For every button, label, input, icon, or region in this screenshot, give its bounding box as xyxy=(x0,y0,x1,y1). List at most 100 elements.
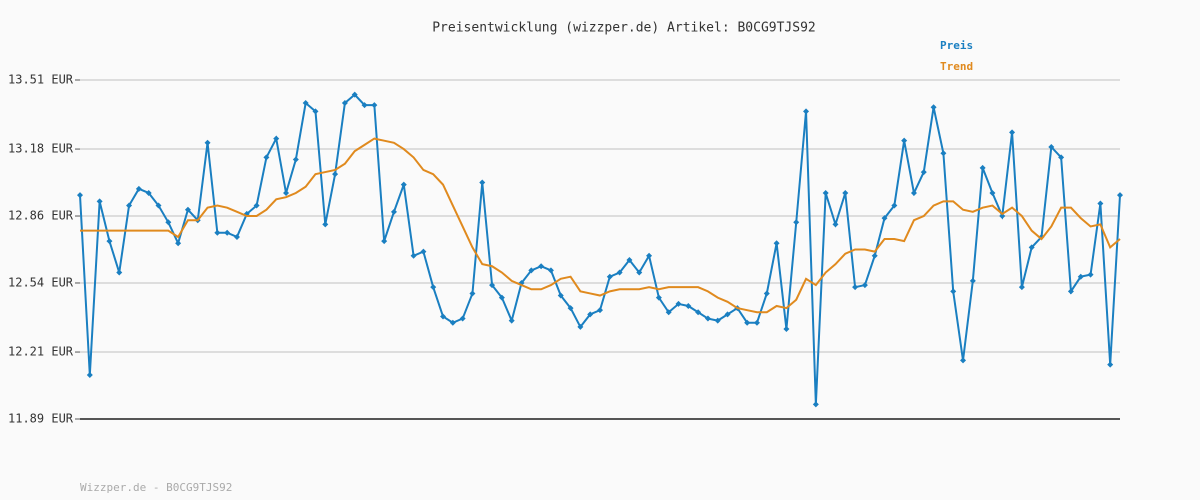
point-marker xyxy=(508,317,515,324)
point-marker xyxy=(96,198,103,205)
legend-label: Preis xyxy=(940,39,973,52)
point-marker xyxy=(871,252,878,259)
point-marker xyxy=(165,219,172,226)
point-marker xyxy=(695,309,702,316)
point-marker xyxy=(1117,192,1123,199)
point-marker xyxy=(724,311,731,318)
point-marker xyxy=(803,108,810,115)
point-marker xyxy=(1009,129,1016,136)
chart-title: Preisentwicklung (wizzper.de) Artikel: B… xyxy=(432,21,816,36)
point-marker xyxy=(881,215,888,222)
point-marker xyxy=(655,294,662,301)
point-marker xyxy=(135,185,142,192)
point-marker xyxy=(979,164,986,171)
point-marker xyxy=(773,240,780,247)
point-marker xyxy=(253,202,260,209)
point-marker xyxy=(184,206,191,213)
series-line xyxy=(79,93,1121,405)
point-marker xyxy=(1018,284,1025,291)
point-marker xyxy=(469,290,476,297)
point-marker xyxy=(126,202,133,209)
point-marker xyxy=(498,294,505,301)
point-marker xyxy=(940,150,947,157)
y-tick-label: 12.21 EUR xyxy=(8,345,74,359)
point-marker xyxy=(381,238,388,245)
point-marker xyxy=(332,171,339,178)
point-marker xyxy=(459,315,466,322)
point-marker xyxy=(852,284,859,291)
y-tick-label: 12.86 EUR xyxy=(8,209,74,223)
point-marker xyxy=(1077,273,1084,280)
point-marker xyxy=(567,305,574,312)
point-marker xyxy=(273,135,280,142)
point-marker xyxy=(175,240,182,247)
point-marker xyxy=(77,192,83,199)
point-marker xyxy=(204,139,211,146)
point-marker xyxy=(1067,288,1074,295)
point-marker xyxy=(489,282,496,289)
point-marker xyxy=(960,357,967,364)
y-tick-label: 13.51 EUR xyxy=(8,73,74,87)
point-marker xyxy=(420,248,427,255)
point-marker xyxy=(390,208,397,215)
point-marker xyxy=(145,190,152,196)
point-marker xyxy=(263,154,270,161)
point-marker xyxy=(106,238,113,245)
point-marker xyxy=(116,269,123,276)
point-marker xyxy=(704,315,711,322)
point-marker xyxy=(479,179,486,186)
point-marker xyxy=(400,181,407,188)
point-marker xyxy=(901,137,908,144)
point-marker xyxy=(86,372,93,379)
point-marker xyxy=(341,100,348,107)
point-marker xyxy=(1048,143,1055,150)
footer: Wizzper.de - B0CG9TJS92 xyxy=(80,481,232,494)
point-marker xyxy=(449,319,456,326)
point-marker xyxy=(675,300,682,307)
point-marker xyxy=(685,303,692,309)
point-marker xyxy=(665,309,672,316)
point-marker xyxy=(714,317,721,324)
point-marker xyxy=(861,282,868,289)
point-marker xyxy=(646,252,653,259)
point-marker xyxy=(322,221,329,228)
point-marker xyxy=(214,229,221,236)
point-marker xyxy=(910,190,917,196)
point-marker xyxy=(832,221,839,228)
point-marker xyxy=(753,319,760,326)
point-marker xyxy=(1028,244,1035,251)
point-marker xyxy=(930,104,937,111)
point-marker xyxy=(233,233,240,240)
point-marker xyxy=(371,102,378,109)
point-marker xyxy=(292,156,299,163)
point-marker xyxy=(989,190,996,196)
point-marker xyxy=(783,326,790,333)
point-marker xyxy=(1097,200,1104,207)
point-marker xyxy=(440,313,447,320)
point-marker xyxy=(999,213,1006,220)
point-marker xyxy=(557,292,564,299)
point-marker xyxy=(891,202,898,209)
point-marker xyxy=(597,307,603,314)
point-marker xyxy=(763,290,770,297)
point-marker xyxy=(587,311,594,318)
point-marker xyxy=(224,229,231,236)
point-marker xyxy=(1087,271,1094,278)
point-marker xyxy=(577,323,584,330)
legend-label: Trend xyxy=(940,60,973,73)
point-marker xyxy=(312,108,319,115)
point-marker xyxy=(1058,154,1065,161)
point-marker xyxy=(950,288,957,295)
point-marker xyxy=(969,277,976,284)
y-tick-label: 13.18 EUR xyxy=(8,142,74,156)
point-marker xyxy=(351,91,358,98)
point-marker xyxy=(920,169,927,176)
series-line xyxy=(80,137,1121,314)
point-marker xyxy=(538,263,545,270)
point-marker xyxy=(822,190,829,196)
point-marker xyxy=(155,202,162,209)
point-marker xyxy=(361,102,368,109)
point-marker xyxy=(616,269,623,276)
point-marker xyxy=(547,267,554,274)
point-marker xyxy=(430,284,437,291)
